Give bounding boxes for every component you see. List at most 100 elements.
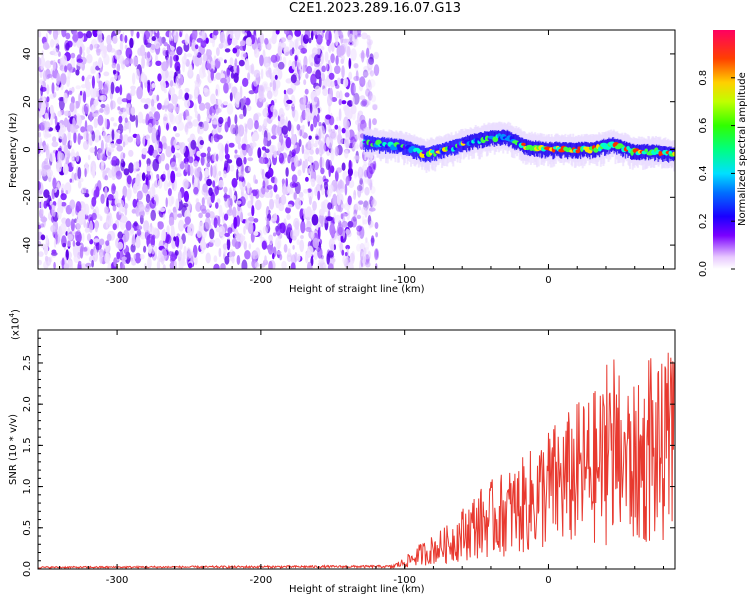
noise-blob xyxy=(212,127,218,136)
noise-blob xyxy=(141,147,148,155)
noise-blob xyxy=(218,170,222,177)
noise-blob xyxy=(308,155,314,164)
noise-blob xyxy=(259,32,265,45)
noise-blob xyxy=(262,225,268,235)
noise-blob xyxy=(356,144,360,150)
noise-blob xyxy=(318,76,322,88)
noise-blob xyxy=(318,258,325,264)
noise-blob xyxy=(68,90,73,95)
noise-blob xyxy=(247,118,254,130)
noise-blob xyxy=(179,31,183,38)
noise-blob xyxy=(188,156,194,164)
noise-blob xyxy=(283,44,287,54)
noise-blob xyxy=(152,227,158,237)
noise-blob xyxy=(143,220,150,233)
noise-blob xyxy=(213,255,218,263)
noise-blob xyxy=(107,262,112,269)
y-tick-label: 0.5 xyxy=(22,520,33,536)
noise-blob xyxy=(167,188,172,196)
noise-blob xyxy=(100,94,107,102)
noise-blob xyxy=(224,143,229,156)
noise-blob xyxy=(294,49,301,56)
noise-blob xyxy=(108,147,115,153)
noise-blob xyxy=(220,77,227,84)
noise-blob xyxy=(253,231,259,237)
noise-blob xyxy=(275,226,281,236)
noise-blob xyxy=(312,237,320,249)
noise-blob xyxy=(330,147,334,155)
noise-blob xyxy=(69,199,76,210)
noise-blob xyxy=(75,85,81,90)
noise-blob xyxy=(184,99,191,108)
noise-blob xyxy=(215,99,223,106)
noise-blob xyxy=(132,72,136,85)
noise-blob xyxy=(254,262,260,268)
noise-blob xyxy=(146,165,152,172)
noise-blob xyxy=(268,260,273,269)
colorbar: 0.0 0.2 0.4 0.6 0.8 xyxy=(698,30,735,277)
noise-blob xyxy=(213,263,220,269)
noise-blob xyxy=(174,167,178,172)
noise-blob xyxy=(264,255,267,263)
noise-blob xyxy=(139,231,146,240)
noise-blob xyxy=(65,32,71,40)
noise-blob xyxy=(84,203,90,216)
noise-blob xyxy=(184,161,189,173)
noise-blob xyxy=(104,118,108,129)
noise-blob xyxy=(303,215,307,220)
noise-blob xyxy=(283,243,288,253)
noise-blob xyxy=(279,253,283,261)
noise-blob xyxy=(184,92,189,101)
noise-blob xyxy=(359,177,364,185)
noise-blob xyxy=(313,96,318,103)
noise-blob xyxy=(210,60,216,69)
noise-blob xyxy=(375,232,378,238)
noise-blob xyxy=(318,122,322,127)
noise-blob xyxy=(327,93,333,107)
noise-blob xyxy=(162,142,167,150)
noise-blob xyxy=(98,80,103,90)
noise-blob xyxy=(104,175,109,181)
noise-blob xyxy=(59,229,63,238)
noise-blob xyxy=(52,136,57,143)
noise-blob xyxy=(338,98,342,106)
noise-blob xyxy=(293,38,300,49)
noise-blob xyxy=(169,55,173,69)
noise-blob xyxy=(119,217,126,230)
noise-blob xyxy=(374,249,377,262)
noise-blob xyxy=(336,192,341,206)
noise-blob xyxy=(218,179,225,188)
noise-blob xyxy=(222,243,228,250)
noise-blob xyxy=(296,239,300,246)
noise-blob xyxy=(340,136,343,145)
noise-blob xyxy=(244,58,250,71)
noise-blob xyxy=(117,129,121,135)
x-tick-label: -200 xyxy=(250,575,273,586)
noise-blob xyxy=(237,203,241,212)
noise-blob xyxy=(337,125,342,137)
noise-blob xyxy=(93,189,98,200)
noise-blob xyxy=(273,184,278,193)
noise-blob xyxy=(346,209,351,221)
noise-blob xyxy=(60,193,67,201)
noise-blob xyxy=(230,72,235,79)
noise-blob xyxy=(340,31,344,44)
noise-blob xyxy=(127,136,134,143)
noise-blob xyxy=(147,179,150,190)
noise-blob xyxy=(287,256,291,262)
noise-blob xyxy=(251,134,256,143)
noise-blob xyxy=(227,227,233,234)
noise-blob xyxy=(248,243,252,250)
noise-blob xyxy=(361,206,367,215)
noise-blob xyxy=(319,213,324,225)
noise-blob xyxy=(294,55,298,61)
noise-blob xyxy=(250,192,254,206)
noise-blob xyxy=(82,232,85,243)
noise-blob xyxy=(174,145,180,150)
snr-marks xyxy=(38,352,675,569)
noise-blob xyxy=(96,48,101,56)
noise-blob xyxy=(206,178,213,187)
noise-blob xyxy=(232,206,237,218)
ridge-point xyxy=(644,148,648,153)
noise-blob xyxy=(193,186,199,195)
